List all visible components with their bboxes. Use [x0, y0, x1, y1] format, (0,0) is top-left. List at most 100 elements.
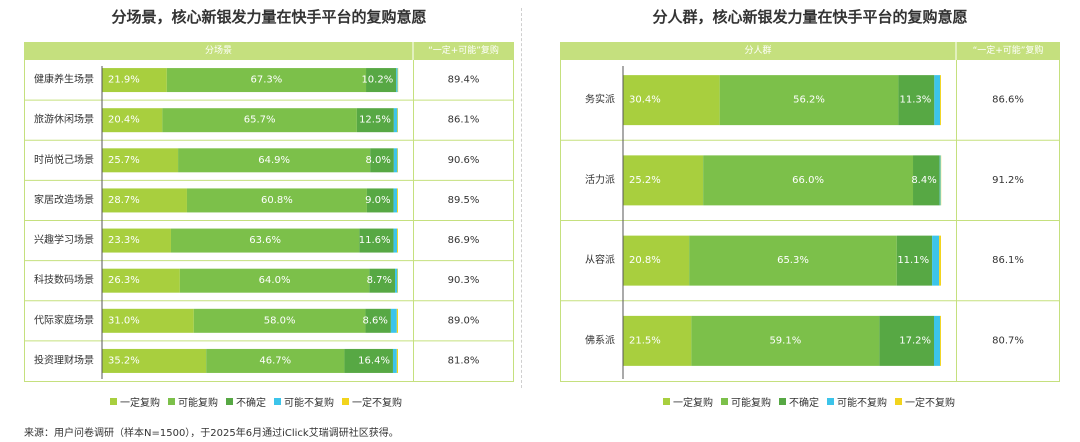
bar-segment [395, 268, 398, 293]
bar-value-label: 25.2% [629, 175, 661, 186]
bar-segment [397, 268, 398, 293]
bar-segment [178, 148, 371, 173]
bar-value-label: 8.0% [365, 155, 390, 166]
category-label: 兴趣学习场景 [34, 233, 94, 246]
legend-label: 不确定 [789, 398, 819, 409]
metric-value: 86.1% [448, 115, 480, 126]
bar-segment [344, 348, 393, 373]
bar-segment [397, 108, 398, 133]
bar-segment [193, 308, 366, 333]
metric-value: 89.4% [448, 75, 480, 86]
legend-swatch [779, 398, 786, 405]
legend-item: 一定不复购 [342, 394, 402, 409]
bar-segment [356, 108, 394, 133]
bar-value-label: 65.7% [244, 115, 276, 126]
metric-value: 90.6% [448, 155, 480, 166]
legend-swatch [827, 398, 834, 405]
metric-value: 86.1% [992, 255, 1024, 266]
bar-segment [366, 188, 394, 213]
bar-segment [397, 68, 399, 93]
chart-title-right: 分人群，核心新银发力量在快手平台的复购意愿 [652, 8, 968, 26]
bar-value-label: 58.0% [264, 315, 296, 326]
bar-value-label: 11.6% [359, 235, 391, 246]
legend-swatch [226, 398, 233, 405]
legend-item: 可能不复购 [274, 394, 334, 409]
header-bar [24, 42, 514, 60]
bar-value-label: 23.3% [108, 235, 140, 246]
bar-value-label: 26.3% [108, 275, 140, 286]
bar-value-label: 11.3% [900, 95, 932, 106]
category-label: 家居改造场景 [34, 193, 94, 206]
legend-label: 可能复购 [178, 398, 218, 409]
bar-segment [396, 308, 398, 333]
category-label: 佛系派 [585, 333, 615, 346]
bar-value-label: 56.2% [793, 95, 825, 106]
legend-swatch [663, 398, 670, 405]
header-metric-label: “一定+可能”复购 [973, 44, 1044, 56]
bar-segment [102, 148, 179, 173]
legend-item: 可能复购 [168, 394, 218, 409]
bar-segment [913, 155, 940, 206]
legend-label: 一定不复购 [352, 398, 402, 409]
legend-item: 可能复购 [721, 394, 771, 409]
bar-segment [370, 148, 394, 173]
bar-segment [396, 348, 398, 373]
bar-segment [689, 235, 897, 286]
bar-segment [623, 155, 704, 206]
bar-segment [186, 188, 367, 213]
bar-segment [934, 315, 941, 366]
bar-segment [393, 148, 398, 173]
bar-segment [369, 268, 396, 293]
bar-value-label: 35.2% [108, 355, 140, 366]
metric-value: 80.7% [992, 335, 1024, 346]
legend-swatch [168, 398, 175, 405]
category-label: 从容派 [585, 253, 615, 266]
bar-value-label: 8.7% [367, 275, 392, 286]
legend-label: 一定不复购 [905, 398, 955, 409]
metric-value: 81.8% [448, 355, 480, 366]
category-label: 务实派 [585, 93, 615, 106]
bar-segment [102, 308, 194, 333]
header-metric-label: “一定+可能”复购 [428, 44, 499, 56]
header-bar [560, 42, 1060, 60]
category-label: 代际家庭场景 [34, 313, 94, 326]
category-label: 时尚悦己场景 [34, 153, 94, 166]
bar-segment [940, 75, 941, 126]
bar-value-label: 60.8% [261, 195, 293, 206]
chart-title-left: 分场景，核心新银发力量在快手平台的复购意愿 [111, 8, 427, 26]
bar-value-label: 64.0% [259, 275, 291, 286]
header-category-label: 分场景 [205, 45, 232, 56]
bar-value-label: 12.5% [359, 115, 391, 126]
bar-segment [879, 315, 935, 366]
legend-item: 可能不复购 [827, 394, 887, 409]
bar-value-label: 66.0% [792, 175, 824, 186]
bar-value-label: 63.6% [249, 235, 281, 246]
bar-segment [932, 235, 940, 286]
bar-value-label: 65.3% [777, 255, 809, 266]
metric-value: 89.5% [448, 195, 480, 206]
bar-value-label: 46.7% [259, 355, 291, 366]
bar-segment [940, 315, 941, 366]
bar-segment [691, 315, 880, 366]
bar-segment [393, 188, 398, 213]
legend-label: 可能不复购 [284, 398, 334, 409]
category-label: 科技数码场景 [34, 273, 94, 286]
legend-item: 不确定 [779, 394, 819, 409]
bar-segment [365, 308, 391, 333]
bar-segment [162, 108, 357, 133]
bar-segment [939, 155, 941, 206]
bar-segment [939, 235, 941, 286]
bar-segment [896, 235, 933, 286]
bar-value-label: 21.9% [108, 75, 140, 86]
bar-segment [397, 228, 398, 253]
legend-swatch [721, 398, 728, 405]
bar-segment [397, 148, 398, 173]
bar-value-label: 31.0% [108, 315, 140, 326]
bar-segment [397, 188, 398, 213]
bar-value-label: 20.8% [629, 255, 661, 266]
legend-item: 一定复购 [663, 394, 713, 409]
category-label: 旅游休闲场景 [34, 113, 94, 126]
metric-value: 86.9% [448, 235, 480, 246]
legend-right: 一定复购 可能复购 不确定 可能不复购 一定不复购 [663, 394, 963, 409]
